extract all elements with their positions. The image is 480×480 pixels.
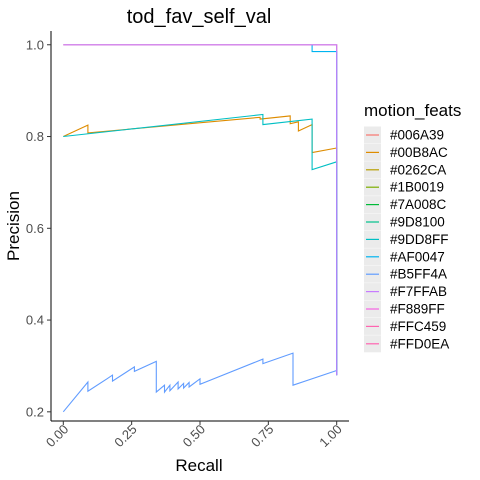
legend-title: motion_feats [364, 101, 461, 120]
series-line-1 [63, 115, 338, 376]
series-line-2 [63, 113, 338, 376]
chart-title: tod_fav_self_val [127, 6, 272, 28]
y-tick-label: 0.6 [26, 221, 44, 236]
legend-label: #9DD8FF [390, 232, 449, 247]
y-axis-title: Precision [4, 191, 23, 261]
y-tick-label: 0.8 [26, 129, 44, 144]
x-tick-label: 0.50 [180, 422, 209, 451]
y-tick-label: 0.4 [26, 313, 44, 328]
series-line-3 [311, 44, 338, 376]
x-tick-label: 0.75 [248, 422, 277, 451]
legend-label: #FFD0EA [390, 336, 449, 351]
series-line-5 [63, 44, 338, 376]
y-tick-label: 1.0 [26, 37, 44, 52]
y-tick-label: 0.2 [26, 404, 44, 419]
y-ticks: 0.2 0.4 0.6 0.8 1.0 [26, 37, 51, 419]
legend: motion_feats #006A39 #00B8AC #0262CA #1B001… [364, 101, 461, 353]
plot-lines [62, 44, 338, 413]
legend-label: #9D8100 [390, 215, 445, 230]
legend-label: #7A008C [390, 197, 447, 212]
legend-label: #B5FF4A [390, 267, 447, 282]
x-tick-label: 0.25 [111, 422, 140, 451]
legend-label: #F7FFAB [390, 284, 447, 299]
legend-label: #AF0047 [390, 249, 445, 264]
x-tick-label: 1.00 [316, 422, 345, 451]
legend-label: #F889FF [390, 302, 445, 317]
legend-label: #FFC459 [390, 319, 446, 334]
x-ticks: 0.00 0.25 0.50 0.75 1.00 [43, 421, 345, 450]
legend-label: #0262CA [390, 162, 446, 177]
legend-label: #006A39 [390, 128, 444, 143]
series-line-0 [63, 44, 338, 376]
series-line-4 [62, 352, 338, 413]
legend-label: #00B8AC [390, 145, 448, 160]
x-tick-label: 0.00 [43, 422, 72, 451]
legend-label: #1B0019 [390, 180, 444, 195]
x-axis-title: Recall [175, 456, 222, 475]
